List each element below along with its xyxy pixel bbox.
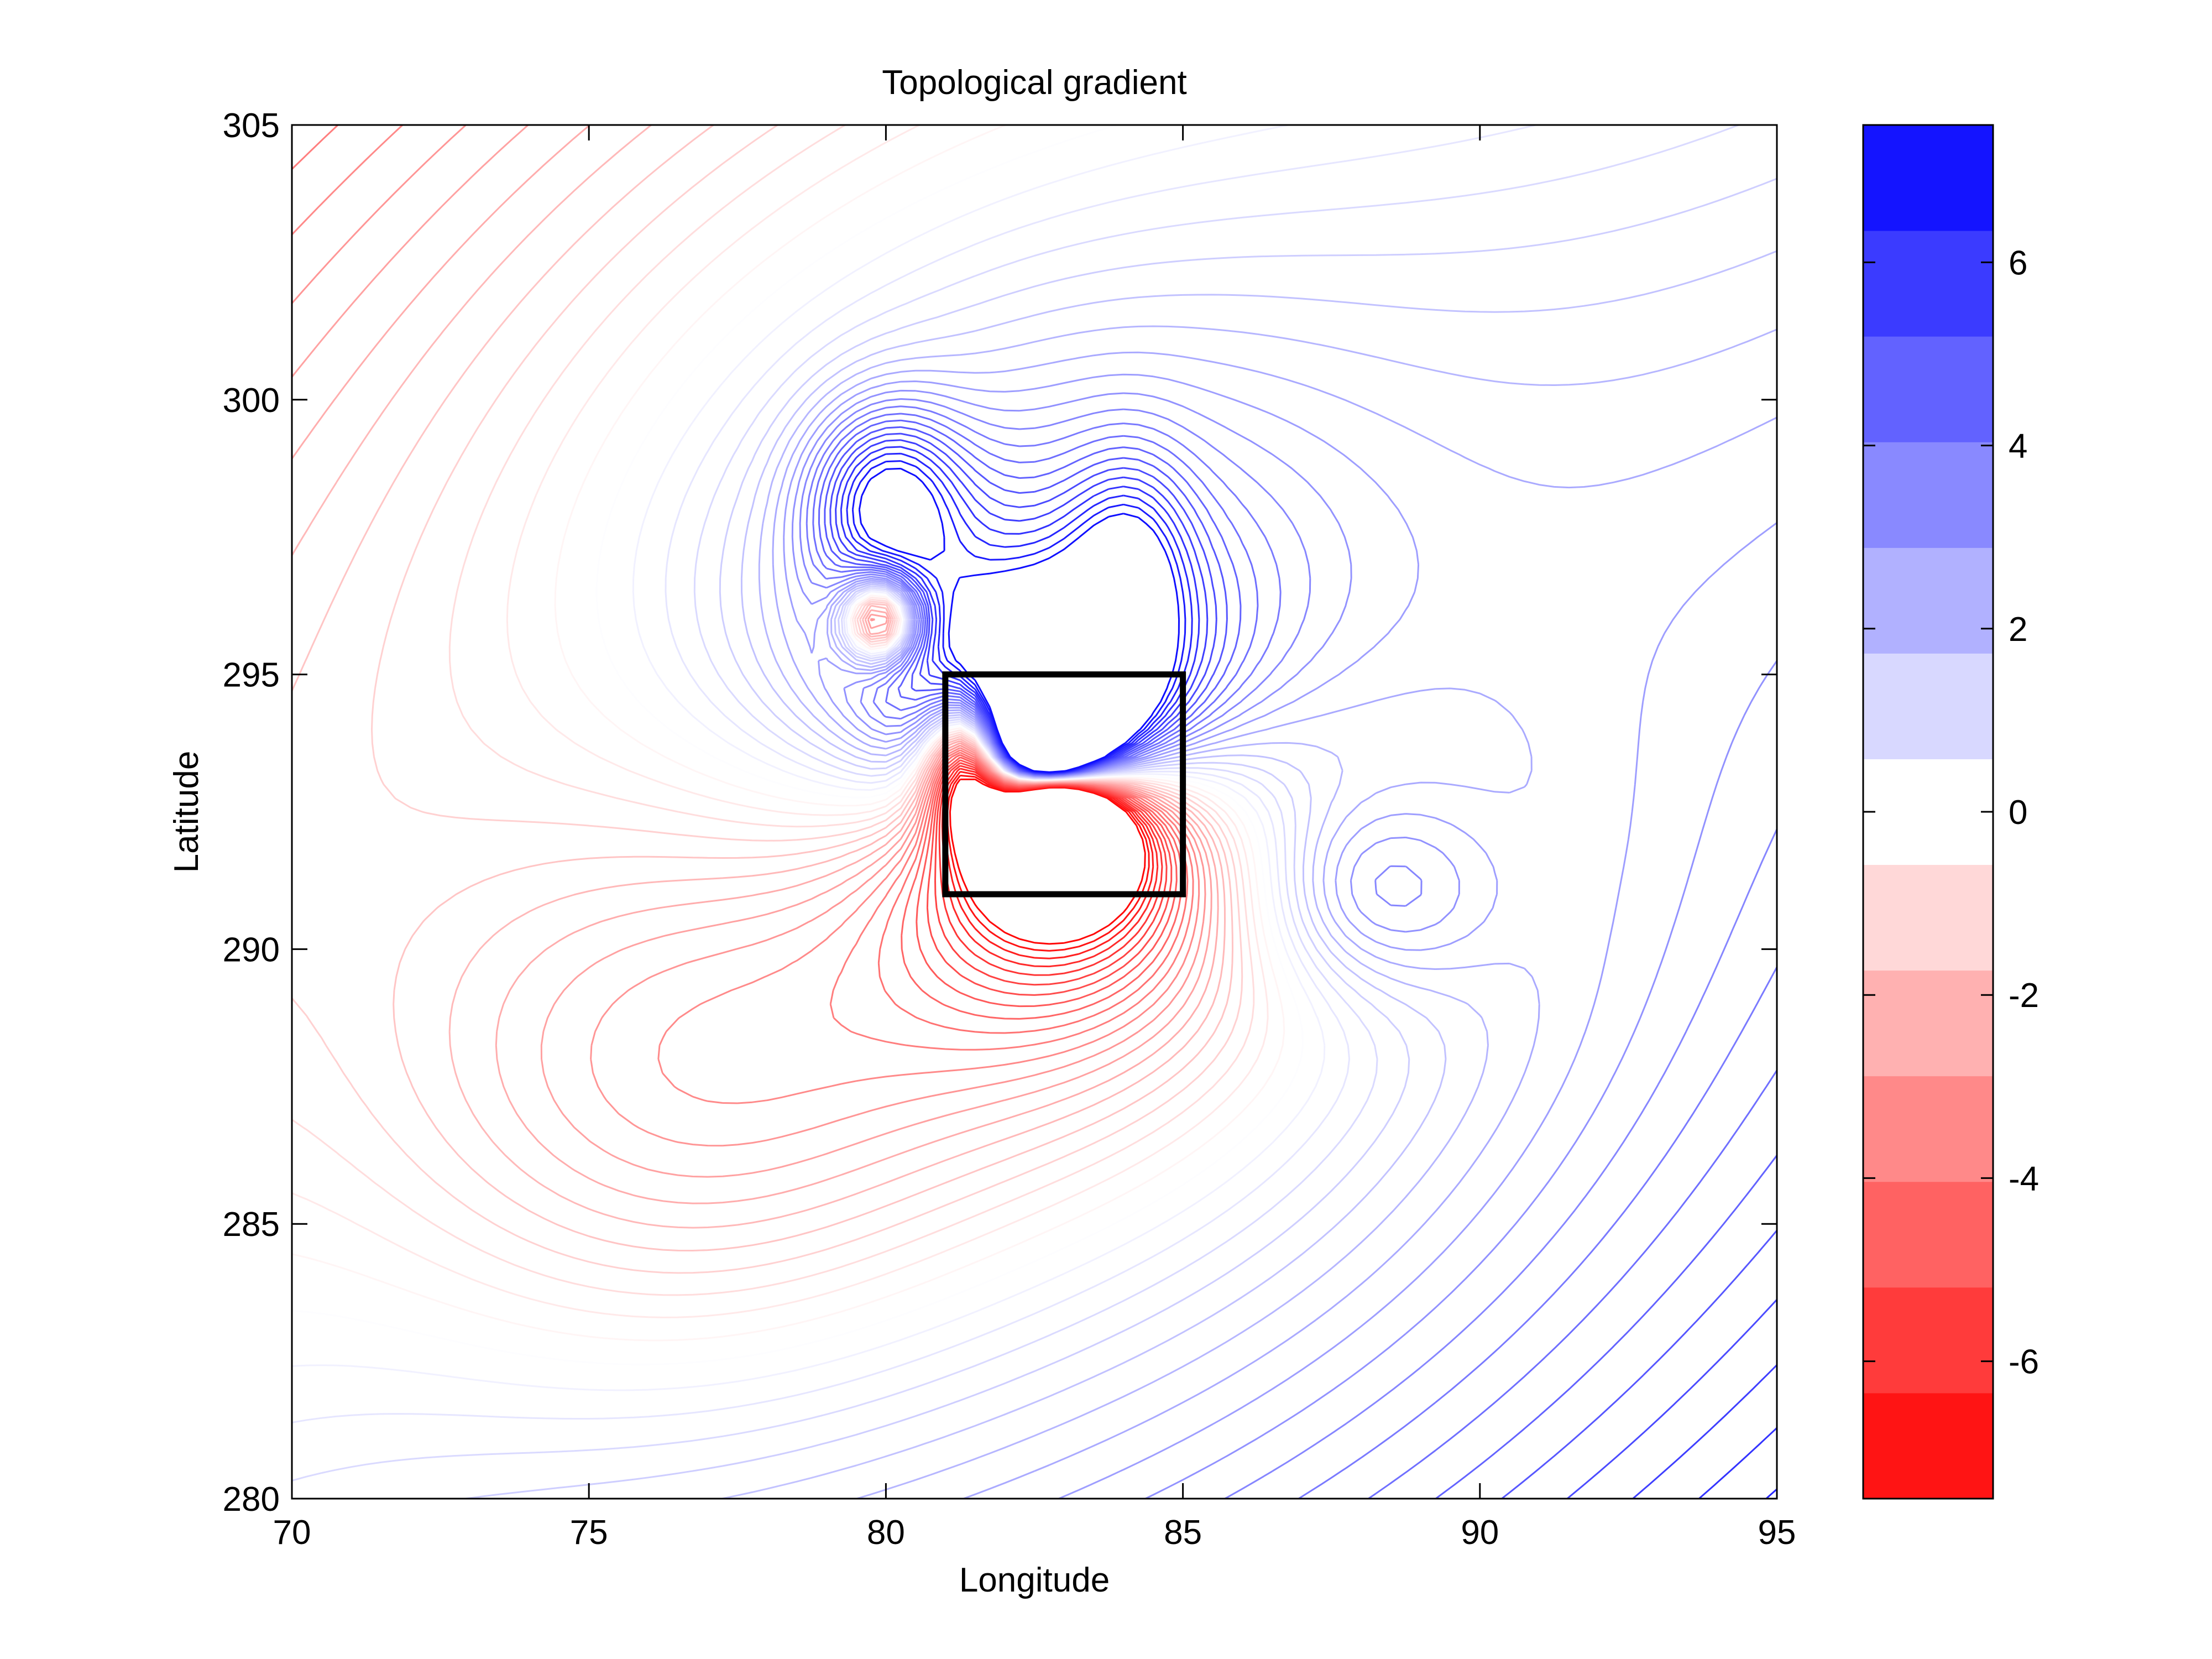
contour-level bbox=[824, 426, 1777, 1499]
contour-level bbox=[806, 405, 1777, 1499]
contour-level bbox=[292, 125, 1285, 1342]
contour-level bbox=[292, 125, 1200, 1104]
contour-level bbox=[783, 373, 1777, 1499]
x-tick-label: 70 bbox=[273, 1514, 311, 1552]
colorbar-band bbox=[1863, 442, 1993, 548]
contour-level bbox=[292, 125, 1243, 1274]
colorbar-band bbox=[1863, 1181, 1993, 1288]
colorbar-tick-label: 0 bbox=[2009, 794, 2027, 832]
contour-level bbox=[846, 452, 1777, 1499]
contour-level bbox=[292, 125, 1536, 1423]
y-tick-label: 290 bbox=[223, 931, 280, 969]
x-tick-label: 75 bbox=[570, 1514, 608, 1552]
colorbar-band bbox=[1863, 336, 1993, 442]
contour-level bbox=[292, 125, 1219, 1204]
contour-level bbox=[292, 125, 1255, 1296]
colorbar-bands bbox=[1863, 125, 1993, 1499]
plot-background bbox=[292, 125, 1777, 1499]
y-axis-label: Latitude bbox=[168, 751, 206, 873]
plot-area: 70 75 80 85 90 95 280 285 290 295 300 305 bbox=[223, 107, 1796, 1552]
colorbar-band bbox=[1863, 125, 1993, 231]
colorbar-band bbox=[1863, 970, 1993, 1077]
colorbar-band bbox=[1863, 1392, 1993, 1499]
x-tick-label: 90 bbox=[1461, 1514, 1499, 1552]
contour-level bbox=[858, 467, 1180, 773]
colorbar-band bbox=[1863, 1287, 1993, 1394]
contour-level bbox=[292, 125, 1326, 1391]
colorbar-ticks: -6 -4 -2 0 2 4 6 bbox=[1863, 244, 2039, 1381]
colorbar-tick-label: -6 bbox=[2009, 1343, 2039, 1381]
chart-title: Topological gradient bbox=[882, 64, 1187, 102]
x-tick-label: 95 bbox=[1758, 1514, 1796, 1552]
colorbar-tick-label: 4 bbox=[2009, 427, 2027, 466]
contour-level bbox=[926, 759, 1173, 996]
colorbar-tick-label: -4 bbox=[2009, 1160, 2039, 1198]
contour-level bbox=[292, 125, 1212, 1178]
contour-level bbox=[292, 125, 1233, 1251]
x-axis-label: Longitude bbox=[959, 1561, 1110, 1599]
colorbar-band bbox=[1863, 1076, 1993, 1182]
contour-level bbox=[835, 439, 1777, 1499]
highlight-box bbox=[942, 671, 1186, 898]
colorbar: -6 -4 -2 0 2 4 6 bbox=[1862, 124, 2039, 1500]
colorbar-band bbox=[1863, 759, 1993, 865]
colorbar-tick-label: 6 bbox=[2009, 244, 2027, 282]
y-tick-label: 295 bbox=[223, 656, 280, 695]
y-tick-label: 300 bbox=[223, 382, 280, 420]
y-tick-label: 305 bbox=[223, 107, 280, 145]
contour-level bbox=[292, 125, 1304, 1365]
y-tick-label: 285 bbox=[223, 1206, 280, 1244]
y-axis: 280 285 290 295 300 305 bbox=[223, 107, 1777, 1519]
colorbar-band bbox=[1863, 653, 1993, 759]
contour-level bbox=[772, 351, 1777, 1499]
colorbar-band bbox=[1863, 231, 1993, 337]
colorbar-band bbox=[1863, 864, 1993, 971]
contour-level bbox=[791, 389, 1777, 1499]
contour-level bbox=[758, 325, 1777, 1499]
x-tick-label: 80 bbox=[867, 1514, 905, 1552]
x-tick-label: 85 bbox=[1164, 1514, 1202, 1552]
y-tick-label: 280 bbox=[223, 1480, 280, 1519]
colorbar-band bbox=[1863, 547, 1993, 654]
colorbar-tick-label: -2 bbox=[2009, 977, 2039, 1015]
colorbar-tick-label: 2 bbox=[2009, 611, 2027, 649]
x-axis: 70 75 80 85 90 95 bbox=[273, 125, 1796, 1552]
plot-frame bbox=[291, 124, 1778, 1500]
